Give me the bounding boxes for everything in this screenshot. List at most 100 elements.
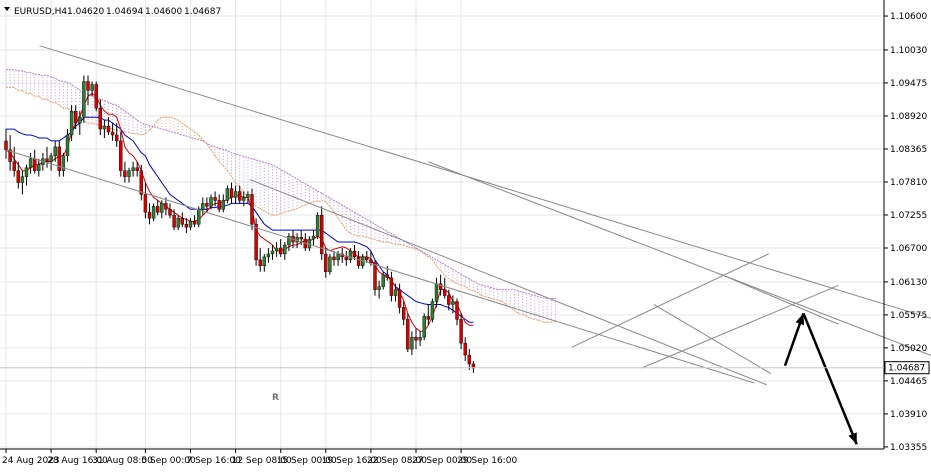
candle-bearish[interactable] bbox=[279, 239, 283, 257]
candle-bearish[interactable] bbox=[73, 105, 78, 130]
candle-bullish[interactable] bbox=[37, 158, 41, 177]
candle-bullish[interactable] bbox=[266, 247, 271, 263]
candle-bullish[interactable] bbox=[69, 105, 74, 141]
candle-bearish[interactable] bbox=[139, 164, 144, 201]
channel-upper[interactable] bbox=[39, 45, 931, 328]
candle-bearish[interactable] bbox=[254, 218, 258, 266]
triangle-bottom[interactable] bbox=[641, 284, 839, 369]
candle-bearish[interactable] bbox=[455, 298, 459, 326]
candle-bearish[interactable] bbox=[344, 250, 348, 266]
candle-bullish[interactable] bbox=[262, 253, 266, 272]
candle-bullish[interactable] bbox=[188, 218, 193, 231]
candle-bearish[interactable] bbox=[229, 182, 234, 204]
candle-bearish[interactable] bbox=[320, 206, 324, 260]
candle-bearish[interactable] bbox=[397, 283, 402, 314]
candle-bullish[interactable] bbox=[20, 170, 25, 195]
triangle-left[interactable] bbox=[653, 304, 771, 374]
candle-bullish[interactable] bbox=[410, 331, 414, 356]
candle-bullish[interactable] bbox=[53, 140, 57, 162]
candle-bearish[interactable] bbox=[258, 247, 262, 272]
candle-bullish[interactable] bbox=[49, 152, 53, 171]
candle-bullish[interactable] bbox=[328, 253, 332, 275]
channel-lower[interactable] bbox=[5, 149, 755, 384]
candle-bullish[interactable] bbox=[274, 242, 279, 257]
triangle-right[interactable] bbox=[717, 272, 839, 325]
candle-bearish[interactable] bbox=[94, 81, 98, 112]
candle-bullish[interactable] bbox=[377, 280, 381, 299]
candle-bearish[interactable] bbox=[447, 289, 451, 311]
candle-bearish[interactable] bbox=[155, 200, 160, 216]
candle-bearish[interactable] bbox=[467, 349, 471, 370]
candle-bullish[interactable] bbox=[246, 191, 250, 204]
candle-bullish[interactable] bbox=[315, 212, 320, 240]
candle-bearish[interactable] bbox=[114, 123, 119, 147]
candle-bearish[interactable] bbox=[426, 304, 430, 326]
candle-bearish[interactable] bbox=[373, 259, 377, 296]
symbol-dropdown-icon[interactable] bbox=[4, 7, 10, 11]
candle-bullish[interactable] bbox=[283, 242, 287, 260]
inner-line-2[interactable] bbox=[249, 179, 767, 386]
candle-bearish[interactable] bbox=[237, 185, 242, 204]
candle-bearish[interactable] bbox=[45, 146, 49, 168]
candle-bearish[interactable] bbox=[352, 245, 357, 260]
candle-bullish[interactable] bbox=[242, 191, 246, 207]
candles[interactable] bbox=[4, 75, 476, 373]
candle-bullish[interactable] bbox=[451, 295, 455, 314]
candle-bearish[interactable] bbox=[213, 191, 217, 207]
candle-bullish[interactable] bbox=[225, 185, 230, 204]
candle-bearish[interactable] bbox=[119, 132, 123, 177]
candle-bullish[interactable] bbox=[393, 283, 398, 302]
candle-bearish[interactable] bbox=[299, 230, 303, 246]
candle-bullish[interactable] bbox=[422, 313, 426, 341]
candle-bearish[interactable] bbox=[180, 212, 185, 228]
candle-bearish[interactable] bbox=[414, 328, 418, 350]
candle-bullish[interactable] bbox=[287, 233, 291, 251]
candle-bullish[interactable] bbox=[381, 271, 385, 290]
candle-bearish[interactable] bbox=[217, 194, 221, 213]
candle-bearish[interactable] bbox=[172, 209, 176, 231]
candle-bearish[interactable] bbox=[106, 117, 111, 135]
candle-bullish[interactable] bbox=[270, 245, 275, 260]
candle-bearish[interactable] bbox=[463, 337, 467, 361]
candle-bearish[interactable] bbox=[332, 250, 336, 266]
candle-bearish[interactable] bbox=[16, 161, 20, 189]
candle-bullish[interactable] bbox=[418, 331, 422, 347]
candle-bullish[interactable] bbox=[430, 298, 435, 323]
candle-bearish[interactable] bbox=[98, 99, 103, 135]
candle-bearish[interactable] bbox=[135, 161, 139, 177]
candle-bullish[interactable] bbox=[131, 161, 135, 177]
candle-bullish[interactable] bbox=[348, 247, 353, 263]
candle-bearish[interactable] bbox=[184, 218, 189, 234]
candle-bullish[interactable] bbox=[176, 215, 180, 231]
candle-bearish[interactable] bbox=[443, 277, 447, 299]
candle-bullish[interactable] bbox=[102, 120, 107, 138]
candle-bullish[interactable] bbox=[201, 197, 205, 216]
inner-line-1[interactable] bbox=[428, 161, 931, 367]
candle-bullish[interactable] bbox=[82, 75, 86, 124]
candle-bullish[interactable] bbox=[61, 152, 66, 177]
candle-bearish[interactable] bbox=[8, 134, 12, 171]
candle-bullish[interactable] bbox=[28, 152, 33, 174]
candle-bearish[interactable] bbox=[389, 271, 394, 302]
symbol-label[interactable]: EURUSD,H4 bbox=[14, 7, 67, 17]
candle-bullish[interactable] bbox=[233, 185, 238, 204]
candle-bearish[interactable] bbox=[402, 301, 406, 326]
candle-bearish[interactable] bbox=[365, 250, 369, 263]
candle-bearish[interactable] bbox=[406, 313, 410, 353]
candle-bullish[interactable] bbox=[311, 230, 316, 246]
candle-bearish[interactable] bbox=[147, 203, 152, 225]
candle-bullish[interactable] bbox=[151, 203, 156, 222]
candle-bearish[interactable] bbox=[86, 75, 90, 106]
candle-bullish[interactable] bbox=[78, 111, 82, 135]
trend-lines[interactable] bbox=[5, 45, 931, 386]
candle-bullish[interactable] bbox=[65, 129, 70, 162]
candle-bearish[interactable] bbox=[459, 313, 463, 350]
candle-bearish[interactable] bbox=[164, 197, 168, 216]
candle-bearish[interactable] bbox=[192, 215, 197, 228]
candle-bearish[interactable] bbox=[123, 161, 127, 183]
candle-bullish[interactable] bbox=[90, 81, 94, 97]
candle-bullish[interactable] bbox=[24, 164, 29, 186]
candle-bearish[interactable] bbox=[143, 182, 148, 219]
candle-bearish[interactable] bbox=[12, 146, 16, 177]
candle-bearish[interactable] bbox=[205, 197, 209, 213]
